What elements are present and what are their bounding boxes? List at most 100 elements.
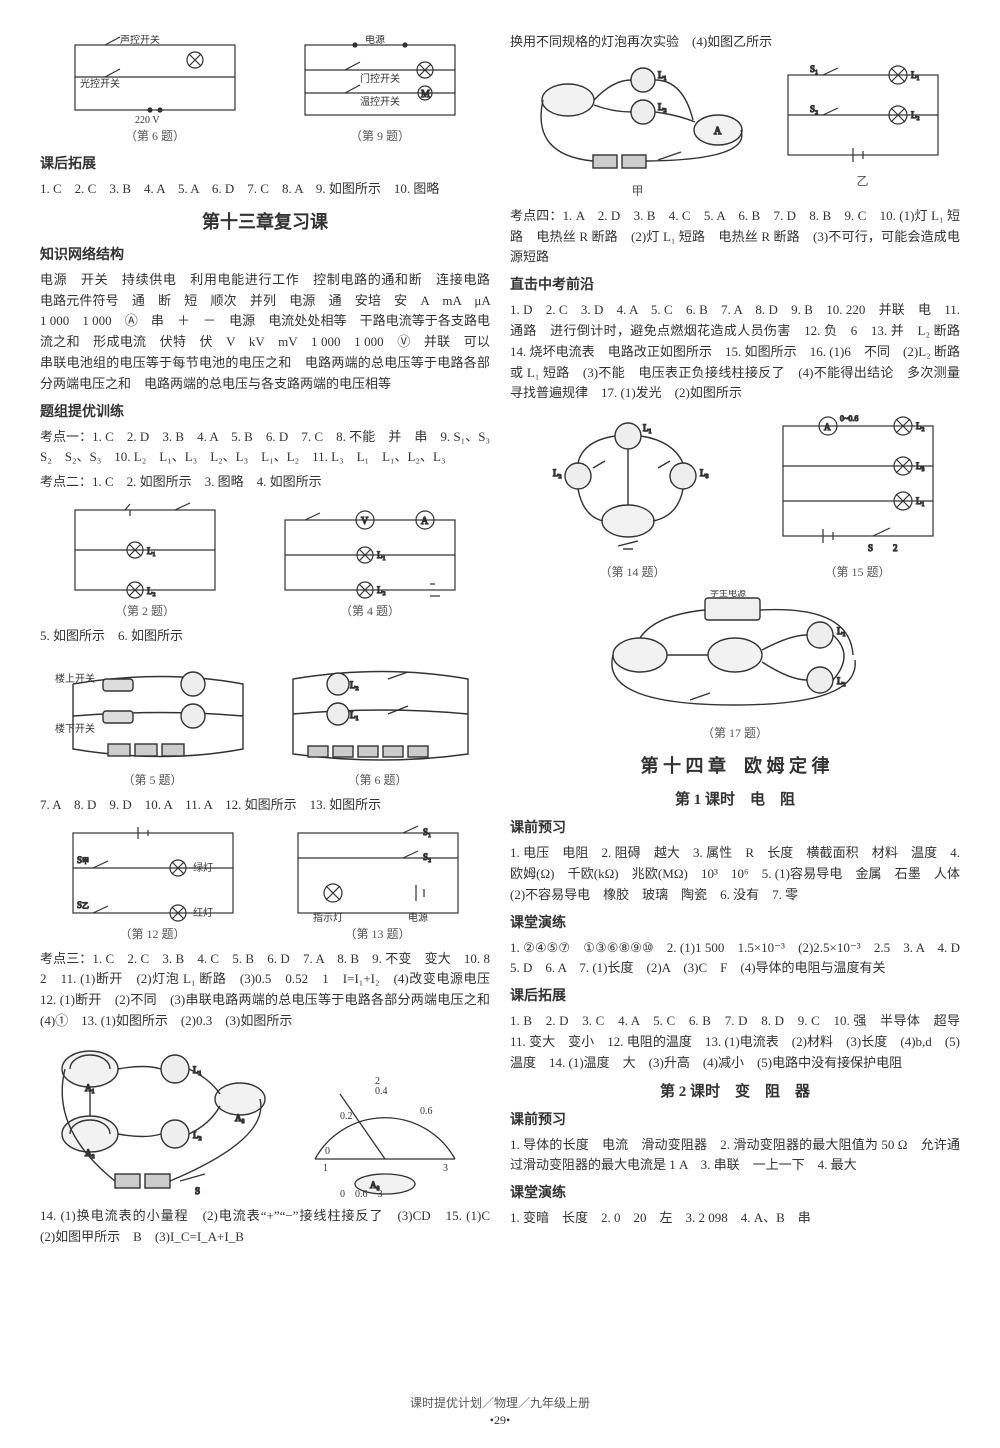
svg-text:L₂: L₂ xyxy=(553,468,562,478)
d6-caption: （第 6 题） xyxy=(125,127,185,144)
heading-ks1: 第 1 课时 电 阻 xyxy=(510,788,960,809)
d9-l1: 电源 xyxy=(365,35,385,46)
diagram-6: 声控开关 光控开关 220 V （第 6 题） xyxy=(65,35,245,144)
line-56: 5. 如图所示 6. 如图所示 xyxy=(40,626,490,647)
circuit-2-svg: L₁ L₂ xyxy=(65,500,225,600)
sec-zswl: 知识网络结构 xyxy=(40,244,490,264)
d13-l1: 指示灯 xyxy=(313,911,343,923)
svg-text:0.2: 0.2 xyxy=(340,1111,353,1122)
d9-l2: 门控开关 xyxy=(360,72,400,85)
heading-ch14: 第 十 四 章 欧 姆 定 律 xyxy=(510,752,960,778)
d12-l2: 红灯 xyxy=(193,906,213,919)
circuit-17-svg: L₁ L₂ 学生电源 xyxy=(595,590,875,720)
d5-caption: （第 5 题） xyxy=(122,771,182,788)
diagram-13b-right: 0 0.2 0.4 0.6 1 2 3 A₃ 0 0.6 3 xyxy=(285,1039,485,1199)
diagram-17: L₁ L₂ 学生电源 （第 17 题） xyxy=(595,590,875,741)
footer-text: 课时提优计划／物理／九年级上册 xyxy=(0,1394,1000,1411)
circuit-15-svg: A 0~0.6 L₂ L₃ L₁ S 2 xyxy=(768,411,948,561)
line-7-13: 7. A 8. D 9. D 10. A 11. A 12. 如图所示 13. … xyxy=(40,795,490,816)
d13-l2: 电源 xyxy=(408,911,428,923)
kd4: 考点四：1. A 2. D 3. B 4. C 5. A 6. B 7. D 8… xyxy=(510,206,960,268)
sec-ktyl: 课堂演练 xyxy=(510,912,960,932)
line-14-15: 14. (1)换电流表的小量程 (2)电流表“+”“−”接线柱接反了 (3)CD… xyxy=(40,1206,490,1248)
sec-khtz: 课后拓展 xyxy=(40,153,490,173)
d6-l2: 光控开关 xyxy=(80,77,120,90)
diagram-row-5-6b: 楼上开关 楼下开关 （第 5 题） L₂ L₁ xyxy=(40,654,490,788)
svg-text:L₁: L₁ xyxy=(377,550,386,560)
heading-ks2: 第 2 课时 变 阻 器 xyxy=(510,1080,960,1101)
diagram-row-2-4: L₁ L₂ （第 2 题） V A L₁ xyxy=(40,500,490,619)
right-column: 换用不同规格的灯泡再次实验 (4)如图乙所示 L₁ L₂ A 甲 xyxy=(510,30,960,1249)
svg-text:3: 3 xyxy=(443,1163,448,1174)
dyi-cap: 乙 xyxy=(856,172,868,189)
svg-text:L₁: L₁ xyxy=(916,496,925,506)
ktyl-text: 1. ②④⑤⑦ ①③⑥⑧⑨⑩ 2. (1)1 500 1.5×10⁻³ (2)2… xyxy=(510,938,960,980)
diagram-4: V A L₁ L₂ （第 4 题） xyxy=(275,500,465,619)
svg-text:0.6: 0.6 xyxy=(420,1106,433,1117)
diagram-jia: L₁ L₂ A 甲 xyxy=(523,60,753,199)
sec-kqyx: 课前预习 xyxy=(510,817,960,837)
svg-text:0: 0 xyxy=(325,1146,330,1157)
circuit-13b-left-svg: A₁ A₂ L₁ L₂ A₃ S xyxy=(45,1039,275,1199)
svg-text:S: S xyxy=(195,1186,200,1196)
diagram-row-top: 声控开关 光控开关 220 V （第 6 题） M xyxy=(40,35,490,144)
svg-text:S: S xyxy=(868,543,873,553)
svg-text:L₁: L₁ xyxy=(350,710,359,720)
sec-tzty: 题组提优训练 xyxy=(40,401,490,421)
kqyx-text: 1. 电压 电阻 2. 阻碍 越大 3. 属性 R 长度 横截面积 材料 温度 … xyxy=(510,843,960,905)
circuit-5-svg: 楼上开关 楼下开关 xyxy=(53,654,253,769)
page-number: •29• xyxy=(0,1413,1000,1428)
svg-text:S₁: S₁ xyxy=(810,64,818,74)
svg-text:2: 2 xyxy=(893,543,898,553)
circuit-yi-svg: S₁ L₁ S₂ L₂ xyxy=(778,60,948,170)
footer: 课时提优计划／物理／九年级上册 •29• xyxy=(0,1394,1000,1428)
d15-caption: （第 15 题） xyxy=(824,563,890,580)
diagram-13: S₁ S₂ 指示灯 电源 （第 13 题） xyxy=(288,823,468,942)
svg-text:L₃: L₃ xyxy=(916,461,925,471)
zswl-text: 电源 开关 持续供电 利用电能进行工作 控制电路的通和断 连接电路 电路元件符号… xyxy=(40,270,490,395)
ktyl2-text: 1. 变暗 长度 2. 0 20 左 3. 2 098 4. A、B 串 xyxy=(510,1208,960,1229)
circuit-6-svg: 声控开关 光控开关 220 V xyxy=(65,35,245,125)
svg-text:L₁: L₁ xyxy=(658,70,667,80)
d13-caption: （第 13 题） xyxy=(344,925,410,942)
d6-l3: 220 V xyxy=(135,115,160,125)
svg-text:A₃: A₃ xyxy=(235,1113,245,1123)
circuit-6b-svg: L₂ L₁ xyxy=(278,654,478,769)
d13b-scale: 0 0.6 3 xyxy=(340,1189,383,1199)
svg-text:L₃: L₃ xyxy=(700,468,709,478)
d2-caption: （第 2 题） xyxy=(115,602,175,619)
svg-text:L₂: L₂ xyxy=(916,421,925,431)
svg-text:1: 1 xyxy=(323,1163,328,1174)
circuit-9-svg: M 电源 门控开关 温控开关 xyxy=(295,35,465,125)
khtz-line: 1. C 2. C 3. B 4. A 5. A 6. D 7. C 8. A … xyxy=(40,179,490,200)
circuit-13b-right-svg: 0 0.2 0.4 0.6 1 2 3 A₃ 0 0.6 3 xyxy=(285,1039,485,1199)
d14-caption: （第 14 题） xyxy=(599,563,665,580)
kd3: 考点三：1. C 2. C 3. B 4. C 5. B 6. D 7. A 8… xyxy=(40,949,490,1032)
svg-text:L₁: L₁ xyxy=(643,423,652,433)
svg-text:S甲: S甲 xyxy=(77,855,89,865)
left-column: 声控开关 光控开关 220 V （第 6 题） M xyxy=(40,30,490,1249)
diagram-14: L₁ L₂ L₃ （第 14 题） xyxy=(523,411,743,580)
diagram-12: S甲 S乙 绿灯 红灯 （第 12 题） xyxy=(63,823,243,942)
djia-cap: 甲 xyxy=(631,182,643,199)
diagram-row-jia-yi: L₁ L₂ A 甲 S xyxy=(510,60,960,199)
diagram-5: 楼上开关 楼下开关 （第 5 题） xyxy=(53,654,253,788)
circuit-jia-svg: L₁ L₂ A xyxy=(523,60,753,180)
d17-caption-fix: （第 17 题） xyxy=(702,724,768,741)
kd2: 考点二：1. C 2. 如图所示 3. 图略 4. 如图所示 xyxy=(40,472,490,493)
diagram-9: M 电源 门控开关 温控开关 （第 9 题） xyxy=(295,35,465,144)
page: 声控开关 光控开关 220 V （第 6 题） M xyxy=(0,0,1000,1269)
diagram-yi: S₁ L₁ S₂ L₂ 乙 xyxy=(778,60,948,199)
heading-ch13: 第十三章复习课 xyxy=(40,208,490,234)
svg-text:0~0.6: 0~0.6 xyxy=(840,414,858,423)
svg-text:M: M xyxy=(421,89,430,100)
svg-text:S₁: S₁ xyxy=(423,827,431,837)
svg-text:L₂: L₂ xyxy=(377,585,386,595)
top-line: 换用不同规格的灯泡再次实验 (4)如图乙所示 xyxy=(510,32,960,53)
d9-caption: （第 9 题） xyxy=(350,127,410,144)
svg-text:2: 2 xyxy=(375,1076,380,1087)
diagram-row-17: L₁ L₂ 学生电源 （第 17 题） xyxy=(510,590,960,741)
diagram-2: L₁ L₂ （第 2 题） xyxy=(65,500,225,619)
d4-caption: （第 4 题） xyxy=(340,602,400,619)
kd1: 考点一：1. C 2. D 3. B 4. A 5. B 6. D 7. C 8… xyxy=(40,427,490,469)
